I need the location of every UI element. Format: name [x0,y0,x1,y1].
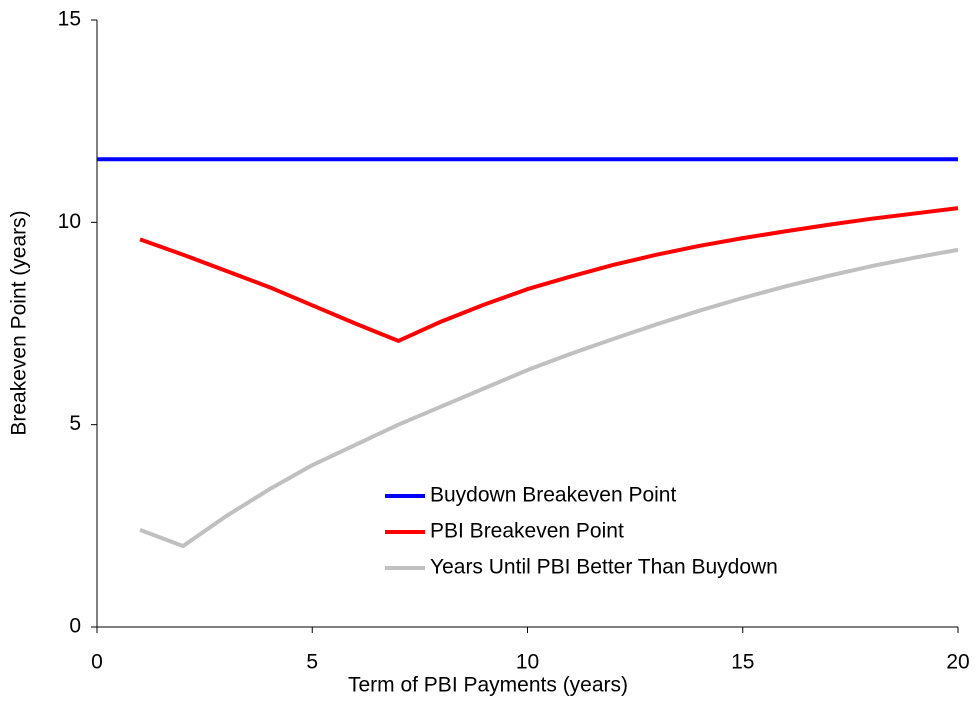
y-axis-label: Breakeven Point (years) [8,210,31,435]
y-tick-label: 10 [58,210,81,233]
x-tick-label: 0 [91,651,103,674]
legend-label: PBI Breakeven Point [430,520,624,543]
x-tick-label: 20 [946,651,969,674]
legend-label: Years Until PBI Better Than Buydown [430,556,778,579]
line-series [139,247,959,549]
y-tick-label: 15 [58,8,81,31]
y-tick-label: 0 [69,615,81,638]
y-tick-label: 5 [69,412,81,435]
x-tick-label: 5 [306,651,318,674]
x-axis-label: Term of PBI Payments (years) [348,674,628,697]
line-series [139,206,959,343]
legend-label: Buydown Breakeven Point [430,484,676,507]
x-tick-label: 15 [731,651,754,674]
x-tick-label: 10 [516,651,539,674]
